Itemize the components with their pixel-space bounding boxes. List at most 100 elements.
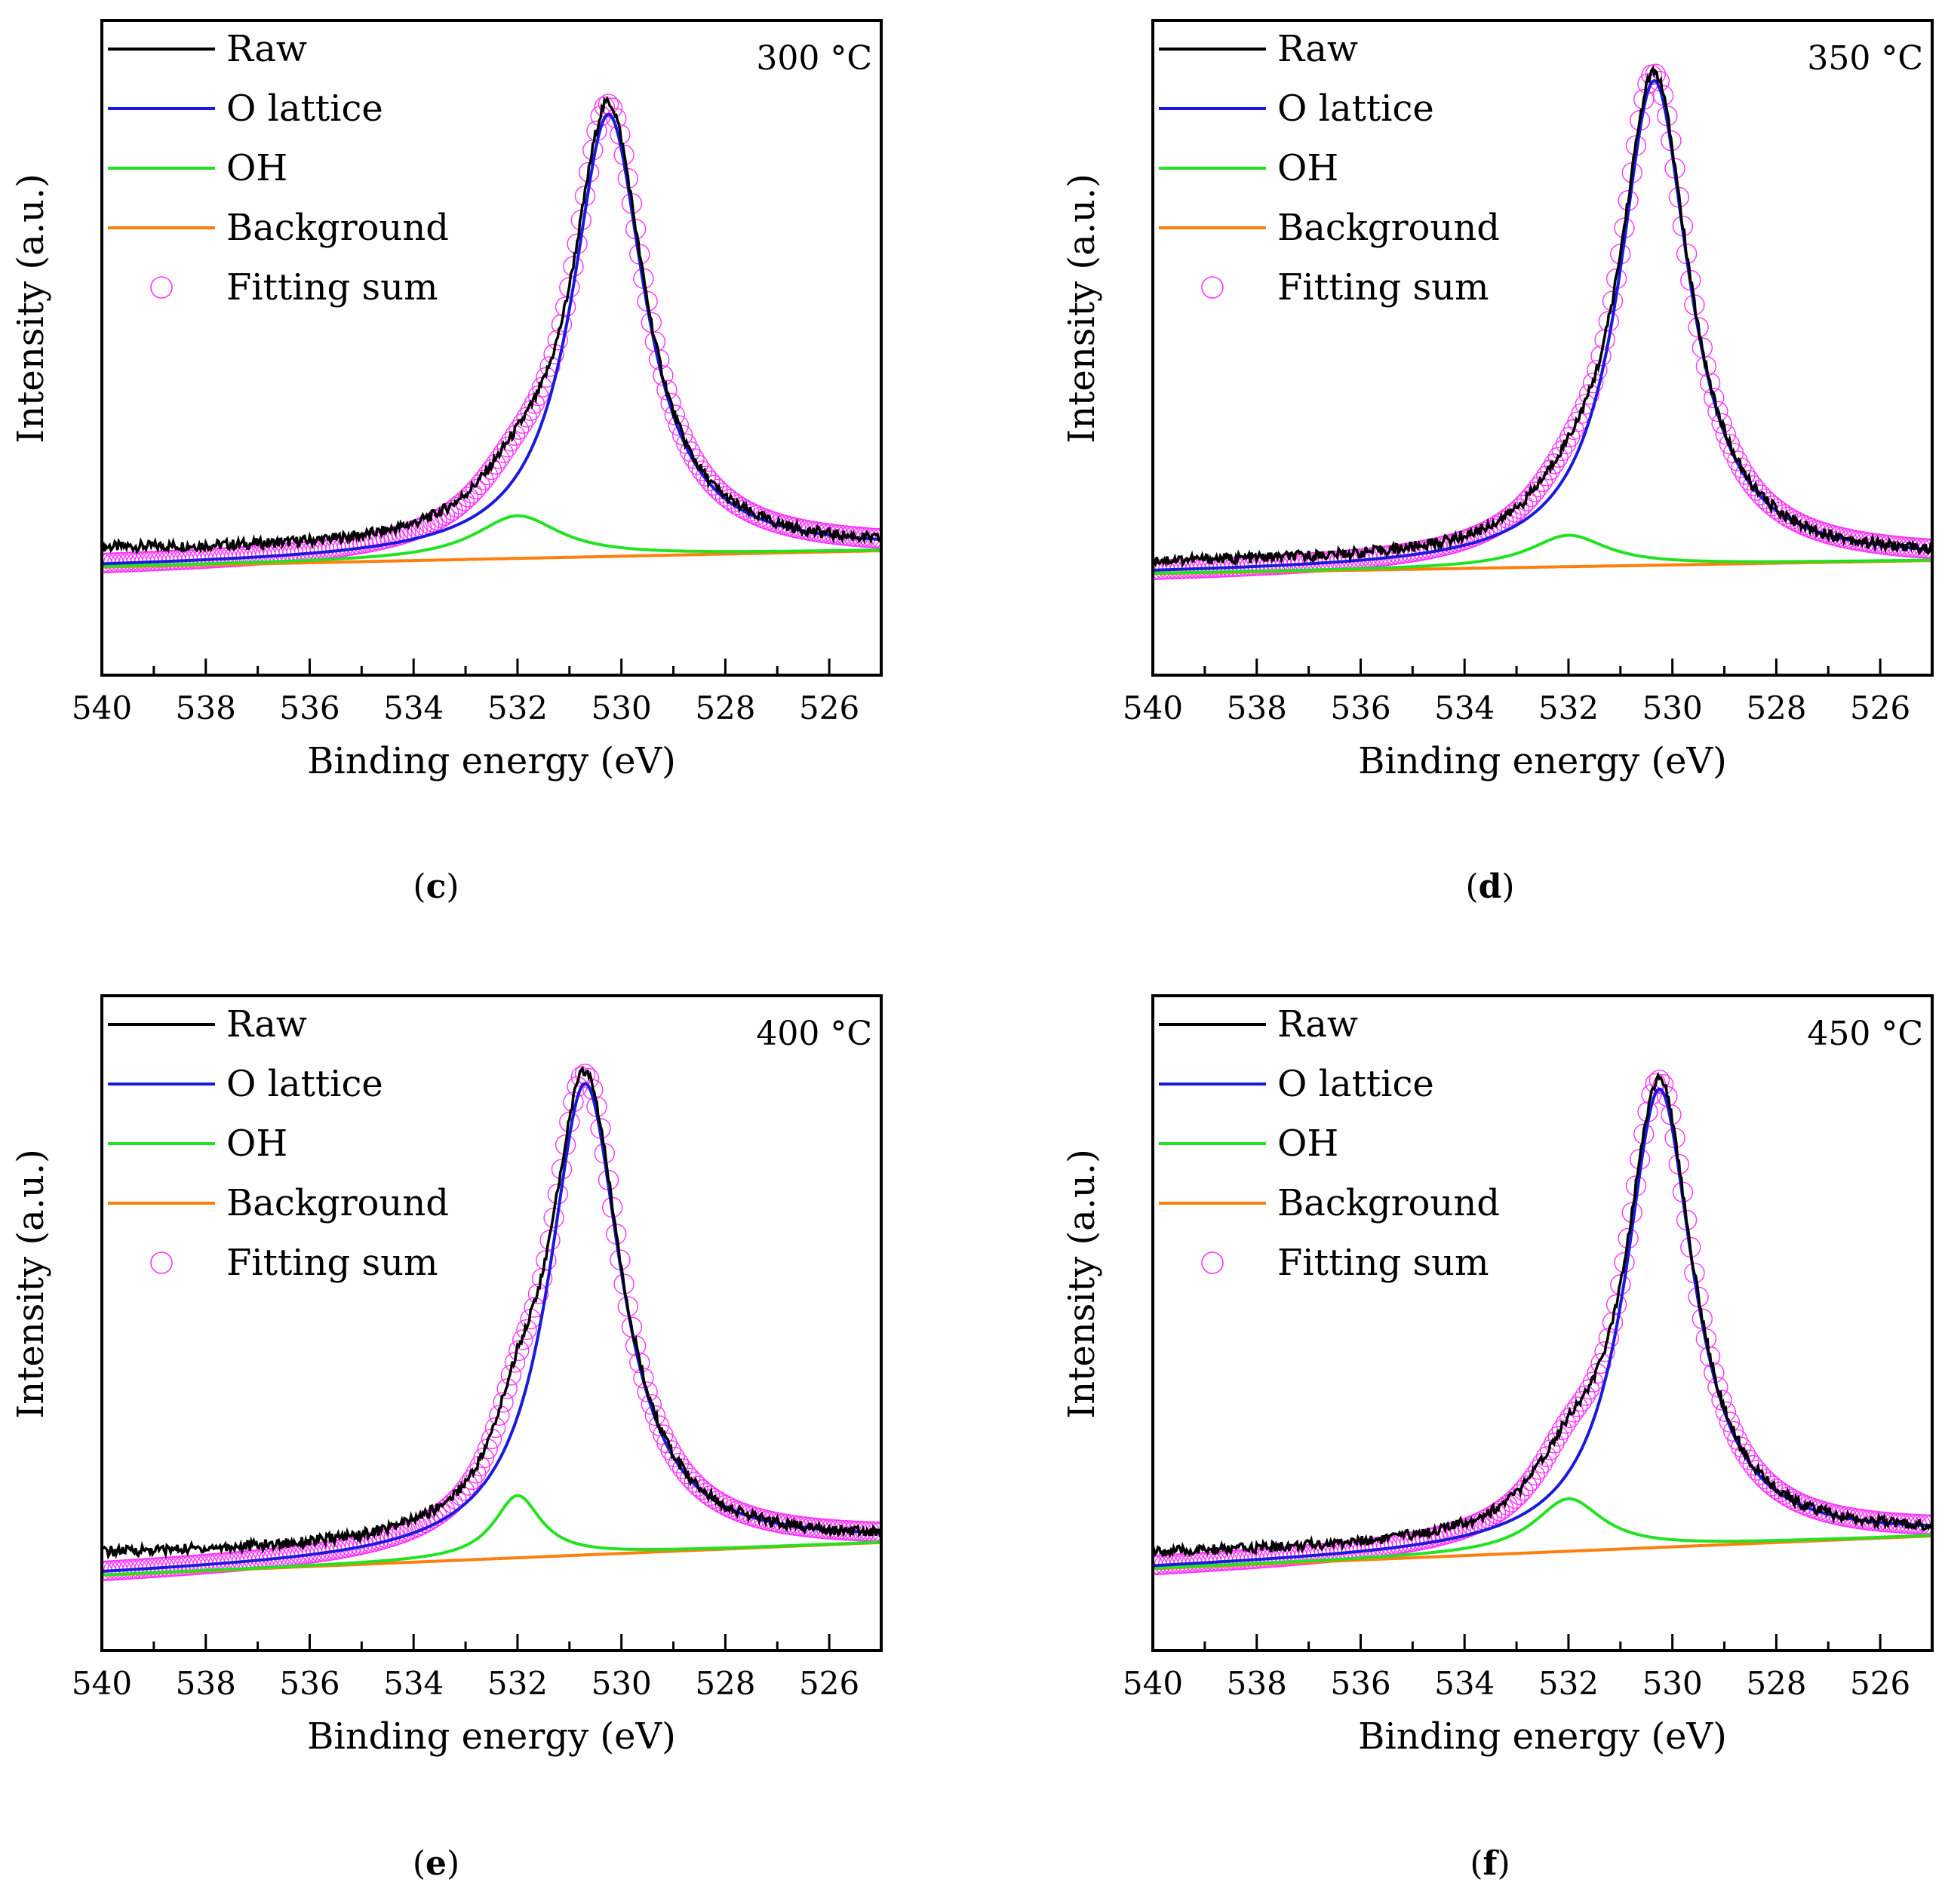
fitting-sum-marker [1715, 1401, 1737, 1423]
fitting-sum-marker [1727, 450, 1748, 471]
legend-label-raw: Raw [1277, 1003, 1358, 1046]
caption-close-paren: ) [446, 868, 459, 906]
fitting-sum-marker [695, 1482, 717, 1503]
fitting-sum-marker [1711, 413, 1732, 435]
fitting-sum-marker [457, 487, 479, 508]
fitting-sum-series [1153, 63, 1932, 580]
legend-swatch-fitting-sum [1201, 1251, 1224, 1274]
legend-label-o-lattice: O lattice [226, 1063, 383, 1105]
fitting-sum-marker [1590, 345, 1612, 367]
fitting-sum-marker [1489, 1500, 1510, 1522]
fitting-sum-marker [703, 1488, 724, 1509]
fitting-sum-marker [509, 1340, 530, 1362]
x-tick-label: 536 [279, 1665, 340, 1702]
panel-f: 540 538 536 534 532 530 528 526 Binding energy (… [1061, 994, 1934, 1758]
legend-label-background: Background [226, 1182, 449, 1224]
x-tick-label: 536 [279, 689, 340, 726]
oh-line [1153, 533, 1932, 575]
fitting-sum-marker [1762, 496, 1783, 517]
fitting-sum-series [102, 1064, 881, 1582]
legend-label-oh: OH [226, 1122, 287, 1165]
temperature-label: 300 °C [756, 39, 872, 78]
legend-label-o-lattice: O lattice [1277, 1063, 1434, 1105]
fitting-sum-marker [1590, 1353, 1612, 1374]
x-tick-label: 536 [1330, 689, 1390, 726]
fitting-sum-marker [668, 415, 690, 436]
fitting-sum-series [102, 94, 881, 574]
plot-curves [102, 1064, 881, 1582]
y-axis-label: Intensity (a.u.) [1061, 174, 1103, 444]
legend-swatch-fitting-sum [150, 1251, 173, 1274]
plot-curves [102, 94, 881, 574]
fitting-sum-marker [1765, 1479, 1787, 1500]
y-axis-label: Intensity (a.u.) [1061, 1149, 1103, 1419]
fitting-sum-marker [1563, 1402, 1584, 1423]
fitting-sum-marker [1547, 1426, 1569, 1447]
panel-c: 540 538 536 534 532 530 528 526 Binding energy (… [10, 19, 883, 782]
oh-line [102, 1494, 881, 1577]
fitting-sum-marker [1528, 476, 1550, 498]
fitting-sum-marker [1645, 63, 1667, 84]
fitting-sum-marker [1567, 1396, 1588, 1417]
legend-label-fitting-sum: Fitting sum [1277, 1242, 1489, 1284]
fitting-sum-marker [1532, 471, 1553, 493]
x-tick-label: 538 [176, 689, 236, 726]
fitting-sum-marker [680, 441, 701, 462]
fitting-sum-marker [1738, 1449, 1759, 1471]
x-tick-label: 536 [1330, 1665, 1390, 1702]
fitting-sum-marker [644, 1405, 666, 1426]
panel-caption: (e) [413, 1844, 459, 1883]
fitting-sum-marker [723, 492, 744, 513]
x-tick-label: 530 [1642, 689, 1703, 726]
raw-line [102, 96, 881, 555]
caption-close-paren: ) [1497, 1844, 1510, 1883]
x-tick-label: 532 [1538, 689, 1599, 726]
fitting-sum-marker [1719, 1411, 1741, 1433]
raw-line [1153, 1071, 1932, 1559]
fitting-sum-marker [1544, 453, 1565, 474]
plot-curves [1153, 1069, 1932, 1576]
fitting-sum-marker [1707, 401, 1728, 422]
legend-label-background: Background [1277, 207, 1500, 249]
temperature-label: 400 °C [756, 1015, 872, 1053]
legend-label-oh: OH [1277, 1122, 1338, 1165]
fitting-sum-marker [1551, 440, 1573, 462]
legend-label-raw: Raw [226, 28, 307, 70]
x-tick-label: 532 [487, 1665, 548, 1702]
x-tick-label: 540 [72, 1665, 132, 1702]
temperature-label: 450 °C [1807, 1015, 1923, 1053]
fitting-sum-marker [477, 464, 498, 486]
fitting-sum-marker [714, 486, 736, 507]
fitting-sum-marker [664, 1446, 685, 1468]
fitting-sum-marker [680, 1467, 701, 1489]
fitting-sum-marker [660, 392, 681, 414]
fitting-sum-marker [687, 454, 708, 476]
fitting-sum-marker [1746, 480, 1768, 501]
legend-label-oh: OH [226, 147, 287, 189]
x-tick-label: 526 [799, 1665, 859, 1702]
legend-label-raw: Raw [226, 1003, 307, 1046]
fitting-sum-marker [1765, 499, 1787, 520]
fitting-sum-marker [1516, 1475, 1538, 1497]
fitting-sum-marker [1731, 457, 1752, 478]
fitting-sum-marker [1711, 1390, 1732, 1411]
fitting-sum-marker [629, 1352, 650, 1374]
x-axis-label: Binding energy (eV) [307, 1715, 676, 1758]
fitting-sum-marker [1504, 1488, 1526, 1509]
fitting-sum-marker [547, 1184, 568, 1205]
fitting-sum-marker [1796, 516, 1818, 537]
x-axis-label: Binding energy (eV) [1358, 1715, 1727, 1758]
caption-open-paren: ( [1470, 1844, 1483, 1883]
fitting-sum-marker [539, 356, 561, 377]
fitting-sum-marker [1535, 1446, 1557, 1467]
legend-label-o-lattice: O lattice [226, 88, 383, 130]
fitting-sum-marker [1544, 1433, 1565, 1454]
o-lattice-line [1153, 1087, 1932, 1568]
fitting-sum-marker [718, 489, 740, 510]
caption-letter: c [426, 868, 447, 906]
fitting-sum-marker [1605, 1294, 1627, 1316]
fitting-sum-marker [703, 474, 724, 496]
fitting-sum-marker [730, 1502, 751, 1523]
legend-label-fitting-sum: Fitting sum [226, 266, 438, 309]
x-tick-label: 532 [1538, 1665, 1599, 1702]
